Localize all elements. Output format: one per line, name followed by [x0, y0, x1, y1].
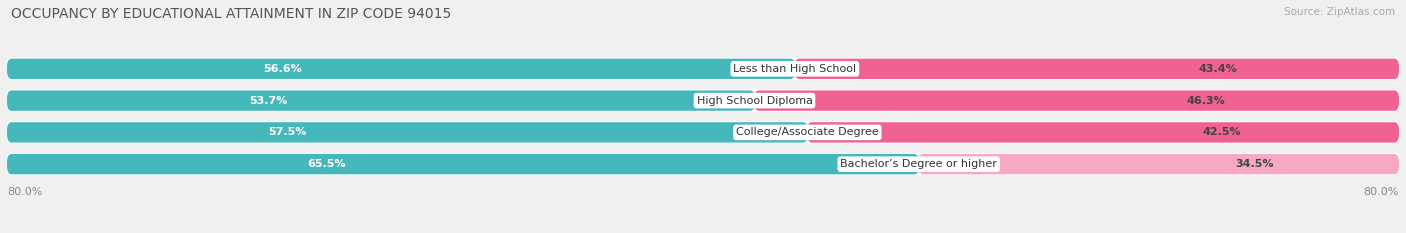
FancyBboxPatch shape [7, 90, 755, 111]
FancyBboxPatch shape [7, 90, 1399, 111]
Text: College/Associate Degree: College/Associate Degree [735, 127, 879, 137]
FancyBboxPatch shape [7, 154, 920, 174]
FancyBboxPatch shape [7, 122, 1399, 143]
Text: 65.5%: 65.5% [307, 159, 346, 169]
FancyBboxPatch shape [7, 154, 1399, 174]
Text: 57.5%: 57.5% [269, 127, 307, 137]
Text: 43.4%: 43.4% [1198, 64, 1237, 74]
Text: 53.7%: 53.7% [249, 96, 288, 106]
Text: Less than High School: Less than High School [734, 64, 856, 74]
FancyBboxPatch shape [794, 59, 1399, 79]
Text: 46.3%: 46.3% [1187, 96, 1225, 106]
Text: 34.5%: 34.5% [1236, 159, 1274, 169]
FancyBboxPatch shape [7, 122, 807, 143]
Text: 56.6%: 56.6% [263, 64, 302, 74]
Text: Bachelor’s Degree or higher: Bachelor’s Degree or higher [841, 159, 997, 169]
Text: High School Diploma: High School Diploma [696, 96, 813, 106]
FancyBboxPatch shape [7, 59, 1399, 79]
Text: 80.0%: 80.0% [1364, 187, 1399, 197]
FancyBboxPatch shape [807, 122, 1399, 143]
FancyBboxPatch shape [7, 59, 794, 79]
Text: Source: ZipAtlas.com: Source: ZipAtlas.com [1284, 7, 1395, 17]
FancyBboxPatch shape [918, 154, 1399, 174]
FancyBboxPatch shape [755, 90, 1399, 111]
Text: 80.0%: 80.0% [7, 187, 42, 197]
Text: OCCUPANCY BY EDUCATIONAL ATTAINMENT IN ZIP CODE 94015: OCCUPANCY BY EDUCATIONAL ATTAINMENT IN Z… [11, 7, 451, 21]
Text: 42.5%: 42.5% [1202, 127, 1241, 137]
